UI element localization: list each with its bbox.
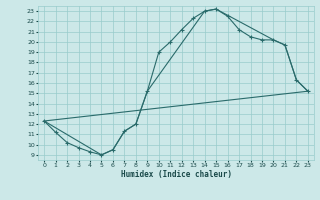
- X-axis label: Humidex (Indice chaleur): Humidex (Indice chaleur): [121, 170, 231, 179]
